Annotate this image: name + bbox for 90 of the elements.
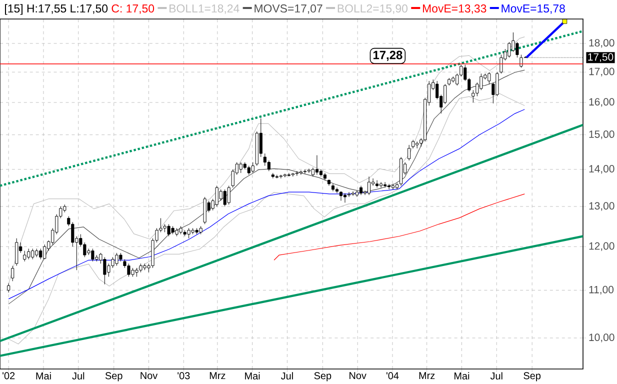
- legend-label: MovE=15,78: [502, 4, 565, 14]
- x-tick-label: Mai: [454, 372, 470, 380]
- candlestick: [367, 176, 371, 196]
- candlestick: [396, 182, 399, 190]
- x-tick-label: Mai: [245, 372, 260, 380]
- x-tick-label: Jul: [490, 372, 502, 380]
- candlestick: [291, 172, 294, 177]
- candlestick: [388, 184, 391, 190]
- candlestick: [203, 196, 206, 224]
- candlestick: [223, 189, 226, 207]
- y-tick-label: 18,00: [589, 39, 614, 48]
- y-tick-label: 10,00: [589, 334, 614, 342]
- y-tick-label: 11,00: [589, 286, 614, 295]
- candlestick: [227, 185, 230, 205]
- candlestick: [251, 162, 254, 174]
- line-series: [8, 70, 525, 304]
- y-tick-label: 12,00: [589, 242, 614, 251]
- candlestick: [307, 168, 310, 174]
- candlestick: [335, 187, 339, 194]
- x-tick-label: '04: [386, 372, 399, 380]
- legend-label: MovE=13,33: [422, 4, 486, 14]
- legend-label: BOLL2=15,90: [338, 4, 408, 14]
- line-series: [274, 194, 525, 260]
- x-tick-label: Mai: [36, 372, 51, 380]
- candlestick: [83, 242, 86, 258]
- candlestick: [7, 283, 10, 293]
- chart-title: [15] H:17,55 L:17,50: [5, 4, 108, 15]
- annotation: 17,50: [588, 53, 614, 62]
- candlestick: [488, 72, 491, 84]
- x-tick-label: '02: [2, 372, 15, 380]
- candlestick: [111, 256, 114, 268]
- candlestick: [115, 252, 118, 266]
- x-tick-label: Sep: [105, 372, 122, 382]
- candlestick: [263, 153, 266, 166]
- candlestick: [480, 73, 483, 90]
- y-tick-label: 16,00: [589, 98, 614, 107]
- candlestick: [295, 170, 298, 176]
- candlestick: [496, 72, 499, 96]
- candlestick: [91, 248, 94, 262]
- candlestick: [187, 228, 190, 239]
- candlestick: [23, 250, 26, 262]
- candlestick: [343, 192, 347, 203]
- x-tick-label: Nov: [140, 372, 158, 380]
- legend-label: BOLL1=18,24: [170, 4, 240, 14]
- candlestick: [516, 42, 519, 58]
- candlestick: [315, 154, 318, 176]
- candlestick: [347, 192, 351, 198]
- legend-label: MOVS=17,07: [254, 4, 322, 14]
- candlestick: [376, 180, 379, 188]
- candlestick: [508, 42, 511, 58]
- ref-line-label: 17,28: [373, 50, 402, 61]
- y-tick-label: 15,00: [589, 130, 614, 140]
- candlestick: [380, 182, 383, 188]
- candlestick: [15, 238, 18, 266]
- x-tick-label: Sep: [314, 372, 332, 382]
- candlestick: [392, 184, 395, 190]
- candlestick: [444, 84, 447, 104]
- candlestick: [43, 244, 46, 260]
- x-tick-label: '03: [178, 372, 190, 380]
- candlestick: [215, 185, 218, 207]
- candlestick: [127, 263, 130, 277]
- candlestick: [408, 144, 411, 161]
- candlestick: [167, 224, 170, 237]
- candlestick: [384, 182, 387, 188]
- y-tick-label: 14,00: [589, 165, 614, 174]
- text: C: 17,50: [112, 4, 154, 14]
- x-tick-label: Nov: [350, 372, 366, 380]
- x-tick-label: Jul: [281, 372, 293, 380]
- candlestick: [239, 162, 242, 174]
- candlestick: [71, 222, 74, 247]
- candlestick: [103, 256, 106, 285]
- candlestick: [27, 248, 30, 260]
- candlestick: [39, 248, 42, 260]
- y-tick-label: 13,00: [589, 202, 614, 211]
- candlestick: [31, 248, 34, 260]
- candlestick: [359, 185, 363, 196]
- candlestick: [267, 160, 270, 172]
- candlestick: [520, 54, 523, 68]
- x-tick-label: Sep: [524, 372, 541, 382]
- candlestick: [219, 189, 222, 201]
- x-tick-label: Mrz: [419, 372, 435, 380]
- candlestick: [11, 266, 14, 282]
- x-tick-label: Mrz: [210, 372, 226, 380]
- x-tick-label: Jul: [72, 372, 84, 380]
- candlestick: [351, 191, 355, 196]
- candlestick: [500, 54, 503, 74]
- candlestick: [299, 170, 302, 176]
- candlestick: [512, 32, 515, 52]
- y-tick-label: 17,00: [589, 68, 614, 76]
- candlestick: [107, 263, 110, 277]
